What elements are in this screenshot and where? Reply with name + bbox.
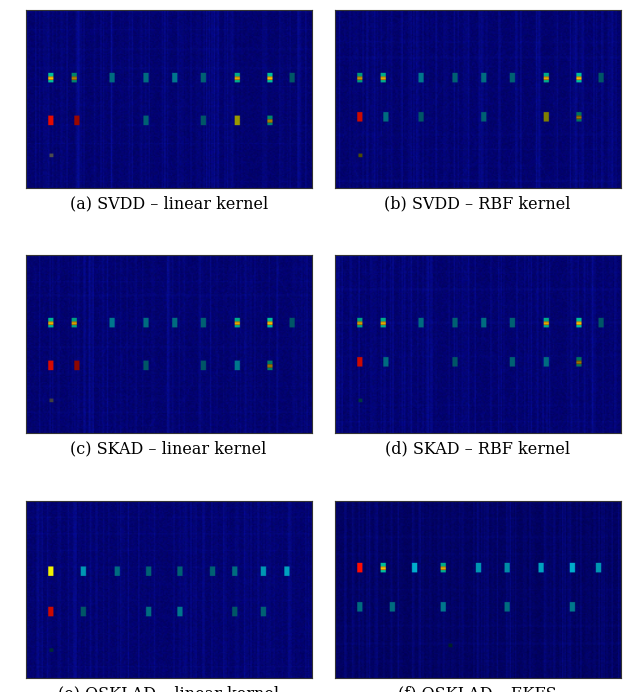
X-axis label: (f) OSKLAD – EKFS: (f) OSKLAD – EKFS [399, 685, 557, 692]
X-axis label: (e) OSKLAD – linear kernel: (e) OSKLAD – linear kernel [58, 685, 279, 692]
X-axis label: (b) SVDD – RBF kernel: (b) SVDD – RBF kernel [385, 195, 571, 212]
X-axis label: (a) SVDD – linear kernel: (a) SVDD – linear kernel [70, 195, 268, 212]
X-axis label: (d) SKAD – RBF kernel: (d) SKAD – RBF kernel [385, 440, 570, 457]
X-axis label: (c) SKAD – linear kernel: (c) SKAD – linear kernel [70, 440, 267, 457]
